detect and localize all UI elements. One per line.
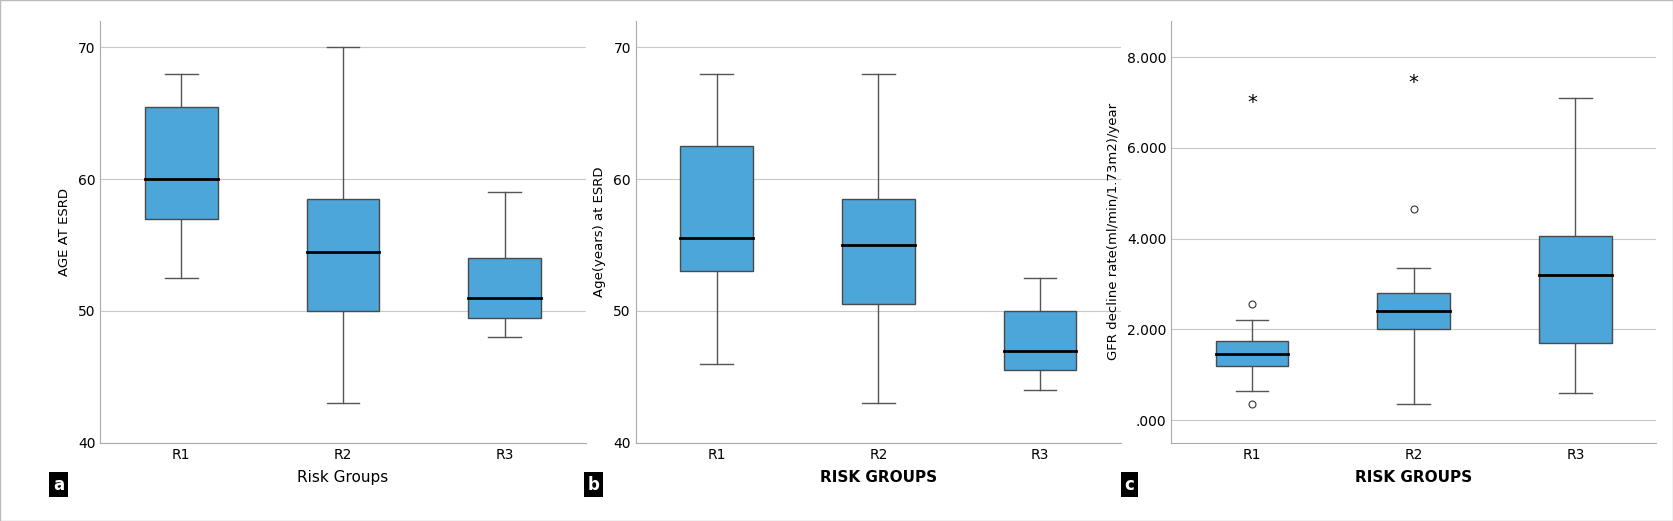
Text: c: c bbox=[1124, 476, 1134, 493]
Y-axis label: AGE AT ESRD: AGE AT ESRD bbox=[59, 188, 70, 276]
X-axis label: RISK GROUPS: RISK GROUPS bbox=[1355, 470, 1472, 485]
Bar bbox=[146, 107, 217, 219]
Y-axis label: Age(years) at ESRD: Age(years) at ESRD bbox=[594, 167, 606, 297]
Bar bbox=[681, 146, 753, 271]
Text: b: b bbox=[587, 476, 601, 493]
X-axis label: RISK GROUPS: RISK GROUPS bbox=[820, 470, 937, 485]
Bar bbox=[842, 199, 915, 304]
Y-axis label: GFR decline rate(ml/min/1.73m2)/year: GFR decline rate(ml/min/1.73m2)/year bbox=[1108, 103, 1119, 361]
Bar bbox=[1216, 341, 1288, 366]
Bar bbox=[468, 258, 540, 318]
Bar bbox=[306, 199, 380, 311]
X-axis label: Risk Groups: Risk Groups bbox=[298, 470, 388, 485]
Bar bbox=[1004, 311, 1076, 370]
Text: a: a bbox=[54, 476, 64, 493]
Text: *: * bbox=[1246, 93, 1256, 112]
Bar bbox=[1377, 293, 1450, 329]
Text: *: * bbox=[1409, 72, 1419, 92]
Bar bbox=[1539, 237, 1611, 343]
